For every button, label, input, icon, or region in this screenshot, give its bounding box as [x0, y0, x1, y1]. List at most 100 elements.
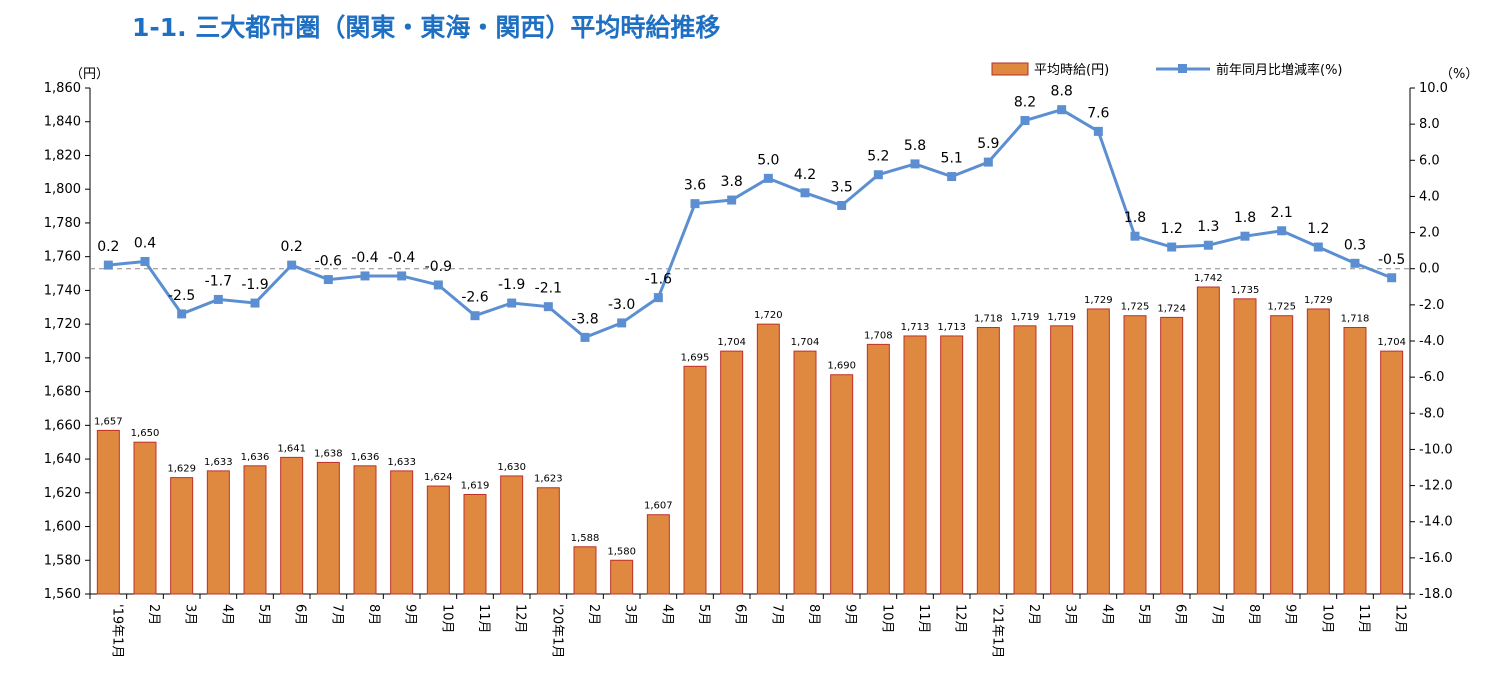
- line-point: [507, 298, 517, 308]
- left-tick-label: 1,680: [44, 385, 81, 400]
- line-data-label: 0.3: [1344, 237, 1366, 253]
- line-point: [1240, 231, 1250, 241]
- bar-data-label: 1,719: [1047, 312, 1076, 323]
- line-point: [1167, 242, 1177, 252]
- right-tick-label: 0.0: [1419, 262, 1440, 277]
- line-data-label: 5.8: [904, 138, 926, 154]
- bar: [866, 343, 890, 595]
- x-category-label: 6月: [1173, 604, 1188, 625]
- line-data-label: 3.8: [721, 174, 743, 190]
- line-point: [140, 256, 150, 266]
- line-data-label: 1.3: [1197, 219, 1219, 235]
- bar: [1050, 325, 1074, 595]
- bar: [500, 475, 524, 595]
- x-category-label: 11月: [916, 604, 931, 634]
- line-data-label: 1.2: [1161, 221, 1183, 237]
- bar-data-label: 1,695: [681, 352, 710, 363]
- bar: [1380, 350, 1404, 595]
- bar-data-label: 1,704: [717, 337, 746, 348]
- bar-data-label: 1,713: [901, 322, 930, 333]
- x-category-label: 10月: [1319, 604, 1334, 634]
- bar: [316, 461, 340, 595]
- bar-data-label: 1,607: [644, 501, 673, 512]
- line-point: [470, 311, 480, 321]
- right-tick-label: -4.0: [1419, 334, 1444, 349]
- bar-data-label: 1,704: [791, 337, 820, 348]
- x-category-label: 3月: [623, 604, 638, 625]
- bar-data-label: 1,619: [461, 480, 490, 491]
- bar: [1343, 327, 1367, 595]
- right-tick-label: -6.0: [1419, 370, 1444, 385]
- line-point: [653, 293, 663, 303]
- line-data-label: 2.1: [1271, 205, 1293, 221]
- right-tick-label: -14.0: [1419, 515, 1453, 530]
- x-category-label: 11月: [1356, 604, 1371, 634]
- line-data-label: 4.2: [794, 167, 816, 183]
- bar-data-label: 1,633: [387, 457, 416, 468]
- bar: [903, 335, 927, 595]
- bar-data-label: 1,708: [864, 330, 893, 341]
- left-tick-label: 1,560: [44, 587, 81, 602]
- bar: [573, 546, 597, 595]
- legend-bar-label: 平均時給(円): [1034, 63, 1109, 78]
- bar-data-label: 1,735: [1231, 285, 1260, 296]
- left-tick-label: 1,720: [44, 317, 81, 332]
- line-data-label: -1.9: [241, 277, 268, 293]
- right-tick-label: -16.0: [1419, 551, 1453, 566]
- x-category-label: '20年1月: [549, 604, 564, 658]
- bar-data-label: 1,725: [1267, 302, 1296, 313]
- left-tick-label: 1,780: [44, 216, 81, 231]
- bar-data-label: 1,623: [534, 474, 563, 485]
- x-category-label: 10月: [439, 604, 454, 634]
- line-data-label: 5.9: [977, 136, 999, 152]
- bar-data-label: 1,713: [937, 322, 966, 333]
- x-category-label: 8月: [366, 604, 381, 625]
- line-data-label: -0.9: [425, 259, 452, 275]
- x-category-label: '21年1月: [989, 604, 1004, 658]
- line-point: [1057, 105, 1067, 115]
- bar: [1233, 298, 1257, 595]
- line-data-label: -1.6: [645, 272, 672, 288]
- right-tick-label: -18.0: [1419, 587, 1453, 602]
- line-point: [250, 298, 260, 308]
- x-category-label: 7月: [329, 604, 344, 625]
- left-tick-label: 1,740: [44, 283, 81, 298]
- bar: [536, 487, 560, 595]
- x-category-label: 5月: [1136, 604, 1151, 625]
- line-point: [1350, 258, 1360, 268]
- bar: [96, 429, 120, 595]
- line-point: [213, 294, 223, 304]
- bar-data-label: 1,636: [351, 452, 380, 463]
- growth-rate-line: [108, 108, 1393, 340]
- left-axis-unit: （円）: [70, 67, 109, 82]
- line-data-label: 0.2: [281, 239, 303, 255]
- bar: [426, 485, 450, 595]
- legend: 平均時給(円) 前年同月比増減率(%): [991, 62, 1343, 78]
- bar: [720, 350, 744, 595]
- line-point: [1093, 126, 1103, 136]
- bar-data-label: 1,729: [1304, 295, 1333, 306]
- line-point: [617, 318, 627, 328]
- bar: [133, 441, 157, 595]
- line-data-label: 8.8: [1051, 84, 1073, 100]
- line-data-label: -2.5: [168, 288, 195, 304]
- x-category-label: 12月: [513, 604, 528, 634]
- bar: [1123, 315, 1147, 595]
- line-point: [103, 260, 113, 270]
- x-category-label: 9月: [1283, 604, 1298, 625]
- x-category-label: 4月: [219, 604, 234, 625]
- bar-data-label: 1,588: [571, 533, 600, 544]
- plot-area: 1,560 1,580 1,600 1,620 1,640 1,660 1,680 1,700…: [44, 81, 1453, 658]
- bar: [170, 477, 194, 595]
- bar-data-label: 1,704: [1377, 337, 1406, 348]
- line-point: [873, 170, 883, 180]
- bar-data-label: 1,636: [241, 452, 270, 463]
- right-tick-label: 2.0: [1419, 226, 1440, 241]
- bar-data-label: 1,580: [607, 546, 636, 557]
- bar: [1013, 325, 1037, 595]
- bar: [390, 470, 414, 595]
- line-data-label: 3.6: [684, 178, 706, 194]
- x-category-label: 3月: [1063, 604, 1078, 625]
- line-point: [690, 199, 700, 209]
- left-tick-label: 1,580: [44, 553, 81, 568]
